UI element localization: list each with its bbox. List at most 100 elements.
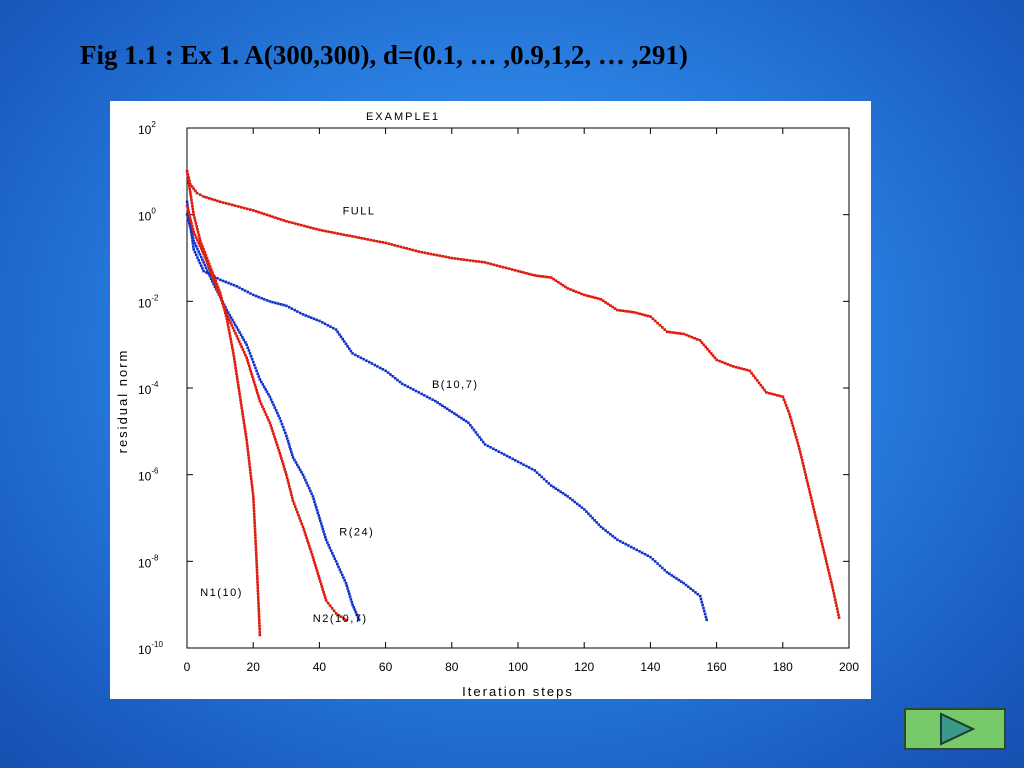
data-point — [189, 219, 193, 222]
data-point — [348, 234, 351, 238]
data-point — [197, 233, 201, 237]
data-point — [784, 404, 788, 407]
data-point — [460, 416, 463, 420]
data-point — [627, 544, 630, 547]
data-point — [711, 354, 715, 357]
data-point — [786, 407, 789, 410]
data-point — [668, 572, 671, 576]
data-point — [564, 493, 567, 497]
data-point — [207, 197, 211, 200]
data-point — [206, 264, 210, 267]
data-point — [513, 269, 517, 272]
data-point — [225, 317, 229, 321]
data-point — [436, 401, 439, 404]
next-slide-button[interactable] — [904, 708, 1006, 750]
data-point — [571, 498, 574, 502]
data-point — [322, 591, 325, 594]
data-point — [307, 487, 311, 490]
data-point — [256, 574, 259, 578]
data-point — [763, 388, 766, 392]
data-point — [699, 597, 703, 601]
data-point — [280, 457, 283, 460]
data-point — [243, 206, 246, 210]
data-point — [445, 407, 449, 411]
data-point — [257, 598, 260, 601]
data-point — [202, 195, 205, 198]
data-point — [789, 418, 793, 422]
data-point — [497, 450, 501, 453]
data-point — [226, 315, 230, 319]
data-point — [831, 586, 834, 589]
data-point — [301, 473, 305, 477]
data-point — [258, 625, 261, 628]
data-point — [525, 464, 528, 468]
data-point — [438, 254, 442, 257]
data-point — [246, 359, 249, 362]
data-point — [231, 346, 234, 349]
data-point — [566, 287, 569, 290]
data-point — [204, 253, 208, 257]
data-point — [205, 271, 208, 274]
data-point — [185, 204, 189, 208]
data-point — [280, 422, 284, 426]
data-point — [282, 303, 285, 307]
data-point — [312, 317, 316, 321]
data-point — [480, 260, 484, 264]
data-point — [290, 493, 293, 497]
data-point — [188, 190, 192, 193]
data-point — [459, 258, 463, 261]
chart-title: EXAMPLE1 — [366, 111, 440, 123]
data-point — [258, 378, 262, 381]
data-point — [238, 392, 241, 396]
data-point — [212, 282, 215, 286]
data-point — [257, 604, 260, 607]
x-axis-label: Iteration steps — [462, 684, 574, 699]
data-point — [428, 396, 432, 400]
data-point — [241, 412, 244, 416]
data-point — [209, 269, 212, 273]
data-point — [201, 245, 204, 248]
data-point — [689, 587, 692, 590]
data-point — [271, 215, 274, 219]
data-point — [435, 253, 439, 257]
data-point — [299, 519, 302, 523]
data-point — [464, 419, 468, 423]
axis-ticks: 0 20 40 60 80 100 120 140 160 180 200 102 100 10-2 10-… — [138, 120, 859, 674]
data-point — [527, 466, 531, 469]
data-point — [748, 369, 752, 373]
data-point — [294, 461, 298, 464]
data-point — [434, 399, 437, 403]
data-point — [312, 227, 315, 230]
data-point — [228, 318, 231, 322]
data-point — [573, 500, 577, 504]
data-point — [703, 612, 707, 616]
data-point — [679, 580, 683, 583]
data-point — [288, 220, 291, 224]
data-point — [228, 331, 231, 335]
data-point — [549, 276, 553, 279]
data-point — [319, 582, 323, 586]
data-point — [224, 314, 228, 318]
data-point — [252, 512, 256, 516]
data-point — [252, 380, 256, 384]
data-point — [825, 560, 828, 563]
data-point — [188, 187, 191, 191]
data-point — [228, 334, 232, 338]
data-point — [202, 252, 205, 256]
data-point — [572, 289, 575, 292]
data-point — [682, 332, 685, 336]
data-point — [624, 309, 627, 313]
data-point — [239, 342, 242, 346]
data-point — [778, 394, 782, 398]
data-point — [618, 309, 622, 312]
data-point — [313, 500, 316, 504]
data-point — [235, 285, 239, 288]
data-point — [702, 606, 705, 610]
data-point — [450, 410, 454, 414]
data-point — [255, 554, 258, 557]
data-point — [197, 241, 200, 245]
data-point — [220, 297, 223, 300]
data-point — [227, 202, 231, 206]
data-point — [186, 173, 189, 176]
data-point — [351, 235, 354, 238]
